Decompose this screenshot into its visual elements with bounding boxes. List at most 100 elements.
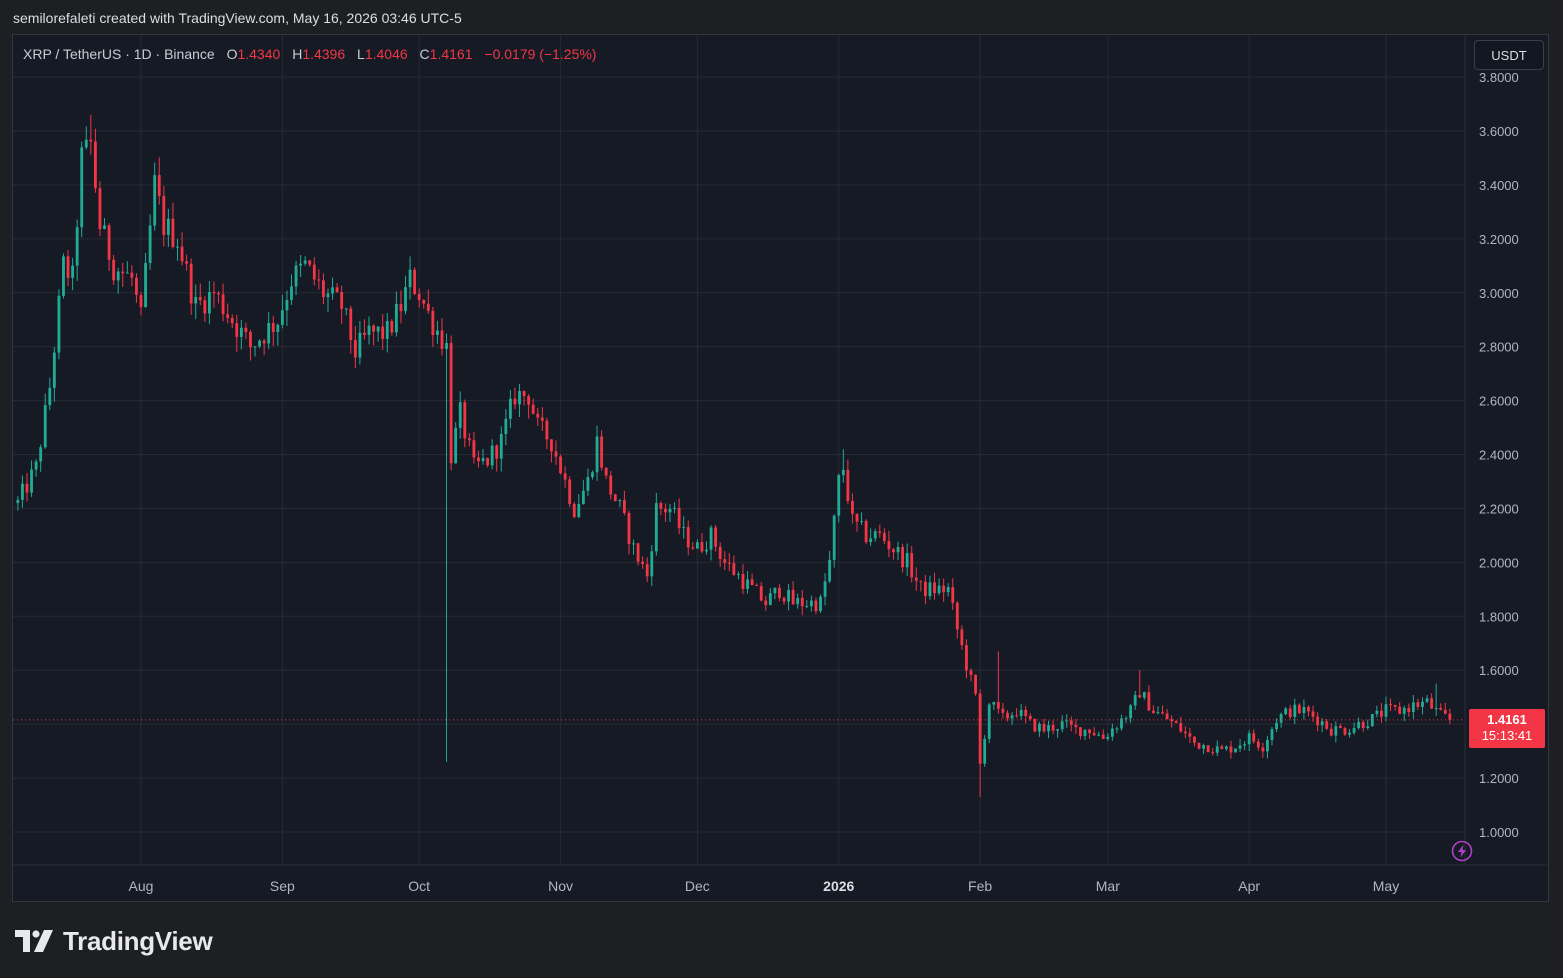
candle-body	[923, 581, 927, 597]
candle-body	[62, 256, 65, 296]
candle-body	[1293, 704, 1297, 717]
candle-body	[212, 291, 216, 294]
candle-body	[1074, 724, 1078, 728]
candle-body	[472, 440, 476, 458]
candle-body	[413, 269, 417, 294]
candle-body	[1110, 728, 1114, 737]
candle-body	[737, 574, 740, 576]
candle-body	[239, 327, 243, 337]
high-value: 1.4396	[302, 46, 346, 62]
candle-body	[1083, 729, 1087, 736]
candle-body	[80, 147, 84, 228]
candle-body	[1051, 725, 1055, 731]
candle-body	[363, 332, 366, 335]
candle-body	[1357, 722, 1361, 729]
candle-body	[901, 547, 905, 568]
candle-body	[1165, 713, 1169, 720]
candle-body	[139, 294, 143, 308]
chart-panel[interactable]: 1.00001.20001.40001.60001.80002.00002.20…	[12, 34, 1549, 902]
candle-body	[1129, 705, 1133, 719]
candle-body	[48, 387, 52, 406]
y-tick-label: 1.0000	[1479, 825, 1519, 840]
candle-body	[641, 561, 645, 565]
candle-body	[157, 175, 161, 196]
candle-body	[481, 458, 485, 462]
candle-body	[677, 507, 681, 528]
candle-body	[1115, 728, 1119, 730]
candle-body	[440, 330, 444, 349]
currency-button[interactable]: USDT	[1474, 40, 1544, 70]
candle-body	[946, 587, 950, 593]
candle-body	[1389, 704, 1392, 706]
tradingview-logo-icon	[15, 930, 53, 952]
candle-body	[518, 391, 521, 405]
candle-body	[1088, 729, 1091, 734]
candle-body	[93, 141, 97, 189]
candle-body	[1215, 746, 1219, 753]
candle-body	[695, 542, 699, 549]
candle-body	[189, 263, 193, 304]
candle-body	[1297, 704, 1301, 714]
candle-body	[1352, 728, 1356, 733]
candle-body	[103, 225, 106, 229]
candle-body	[1069, 720, 1073, 725]
candle-body	[773, 587, 777, 594]
open-value: 1.4340	[237, 46, 281, 62]
candle-body	[860, 520, 863, 522]
candle-body	[1001, 708, 1005, 713]
candle-body	[554, 451, 558, 457]
candle-body	[1106, 736, 1110, 739]
candle-body	[1133, 695, 1137, 706]
candle-body	[796, 597, 800, 605]
lightning-icon[interactable]	[1451, 840, 1473, 862]
candle-body	[381, 326, 385, 339]
candle-body	[841, 469, 845, 476]
candle-body	[467, 438, 471, 441]
candle-body	[1256, 741, 1260, 748]
candle-body	[303, 260, 307, 264]
candle-body	[1065, 720, 1069, 722]
candle-body	[107, 225, 111, 260]
candle-body	[1174, 721, 1178, 723]
candle-body	[791, 589, 795, 605]
candle-body	[422, 300, 426, 304]
candle-body	[1006, 712, 1009, 719]
symbol-label[interactable]: XRP / TetherUS · 1D · Binance	[23, 46, 215, 62]
candle-body	[636, 543, 640, 562]
candle-body	[828, 559, 832, 582]
candle-body	[1430, 698, 1434, 709]
candle-body	[1311, 711, 1315, 717]
y-tick-label: 2.6000	[1479, 394, 1519, 409]
candle-body	[340, 292, 344, 309]
candle-body	[928, 582, 932, 597]
candle-body	[714, 527, 718, 547]
candle-body	[896, 547, 900, 553]
candle-body	[267, 322, 271, 344]
candle-body	[823, 581, 827, 597]
candle-body	[353, 340, 357, 358]
candle-body	[577, 504, 581, 517]
candle-body	[709, 527, 713, 550]
candle-body	[951, 587, 955, 603]
candle-body	[1010, 715, 1014, 719]
candle-body	[1193, 736, 1196, 743]
candle-body	[495, 445, 499, 459]
candle-body	[618, 500, 622, 502]
candle-body	[1343, 728, 1347, 735]
candlestick-chart[interactable]: 1.00001.20001.40001.60001.80002.00002.20…	[13, 35, 1549, 902]
candle-body	[1288, 708, 1292, 717]
close-value: 1.4161	[429, 46, 473, 62]
candle-body	[705, 549, 708, 552]
candle-body	[604, 467, 608, 476]
candle-body	[800, 597, 804, 607]
candle-body	[809, 600, 813, 607]
candle-body	[572, 503, 576, 517]
candle-body	[25, 483, 29, 493]
tradingview-logo-text: TradingView	[63, 925, 213, 956]
candle-body	[1425, 698, 1429, 702]
x-tick-label: Mar	[1096, 878, 1120, 894]
x-tick-label: Apr	[1238, 878, 1260, 894]
candle-body	[613, 494, 617, 502]
candle-body	[723, 559, 727, 563]
candle-body	[176, 246, 179, 248]
